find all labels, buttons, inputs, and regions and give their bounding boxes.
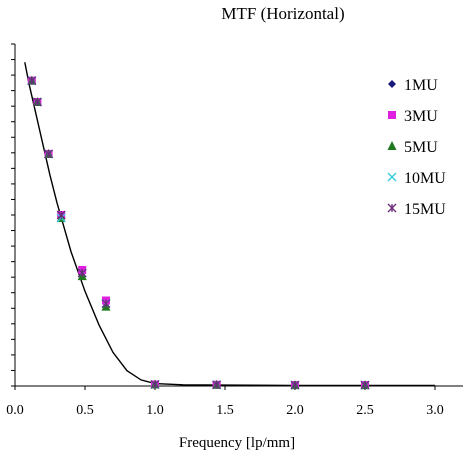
- chart-title: MTF (Horizontal): [221, 4, 344, 23]
- legend-label: 5MU: [404, 139, 438, 156]
- legend-marker: [388, 111, 396, 119]
- data-point: [56, 210, 66, 220]
- x-axis-label: Frequency [lp/mm]: [179, 435, 295, 451]
- legend-marker: [388, 80, 396, 88]
- legend-marker: [387, 203, 397, 213]
- data-point: [212, 380, 222, 390]
- data-point: [44, 149, 54, 159]
- legend-marker: [387, 172, 397, 182]
- data-point: [32, 97, 42, 107]
- data-point: [150, 380, 160, 389]
- fit-curve: [24, 62, 435, 387]
- x-tick-label: 0.0: [6, 403, 24, 418]
- data-point: [77, 268, 87, 278]
- data-point: [27, 76, 37, 86]
- x-tick-label: 1.5: [216, 403, 234, 418]
- data-point: [101, 299, 111, 309]
- x-tick-label: 2.0: [286, 403, 304, 418]
- x-tick-label: 2.5: [356, 403, 374, 418]
- legend-label: 15MU: [404, 201, 446, 218]
- legend-marker: [387, 141, 397, 150]
- data-point: [360, 380, 370, 390]
- x-tick-label: 1.0: [146, 403, 164, 418]
- legend: 1MU 3MU 5MU 10MU 15MU: [387, 77, 446, 218]
- legend-label: 10MU: [404, 170, 446, 187]
- x-tick-label: 0.5: [76, 403, 94, 418]
- data-point: [290, 380, 300, 390]
- legend-label: 3MU: [404, 108, 438, 125]
- x-tick-label: 3.0: [426, 403, 444, 418]
- legend-label: 1MU: [404, 77, 438, 94]
- plot-area: 0.0 0.5 1.0 1.5 2.0 2.5 3.0: [6, 43, 463, 418]
